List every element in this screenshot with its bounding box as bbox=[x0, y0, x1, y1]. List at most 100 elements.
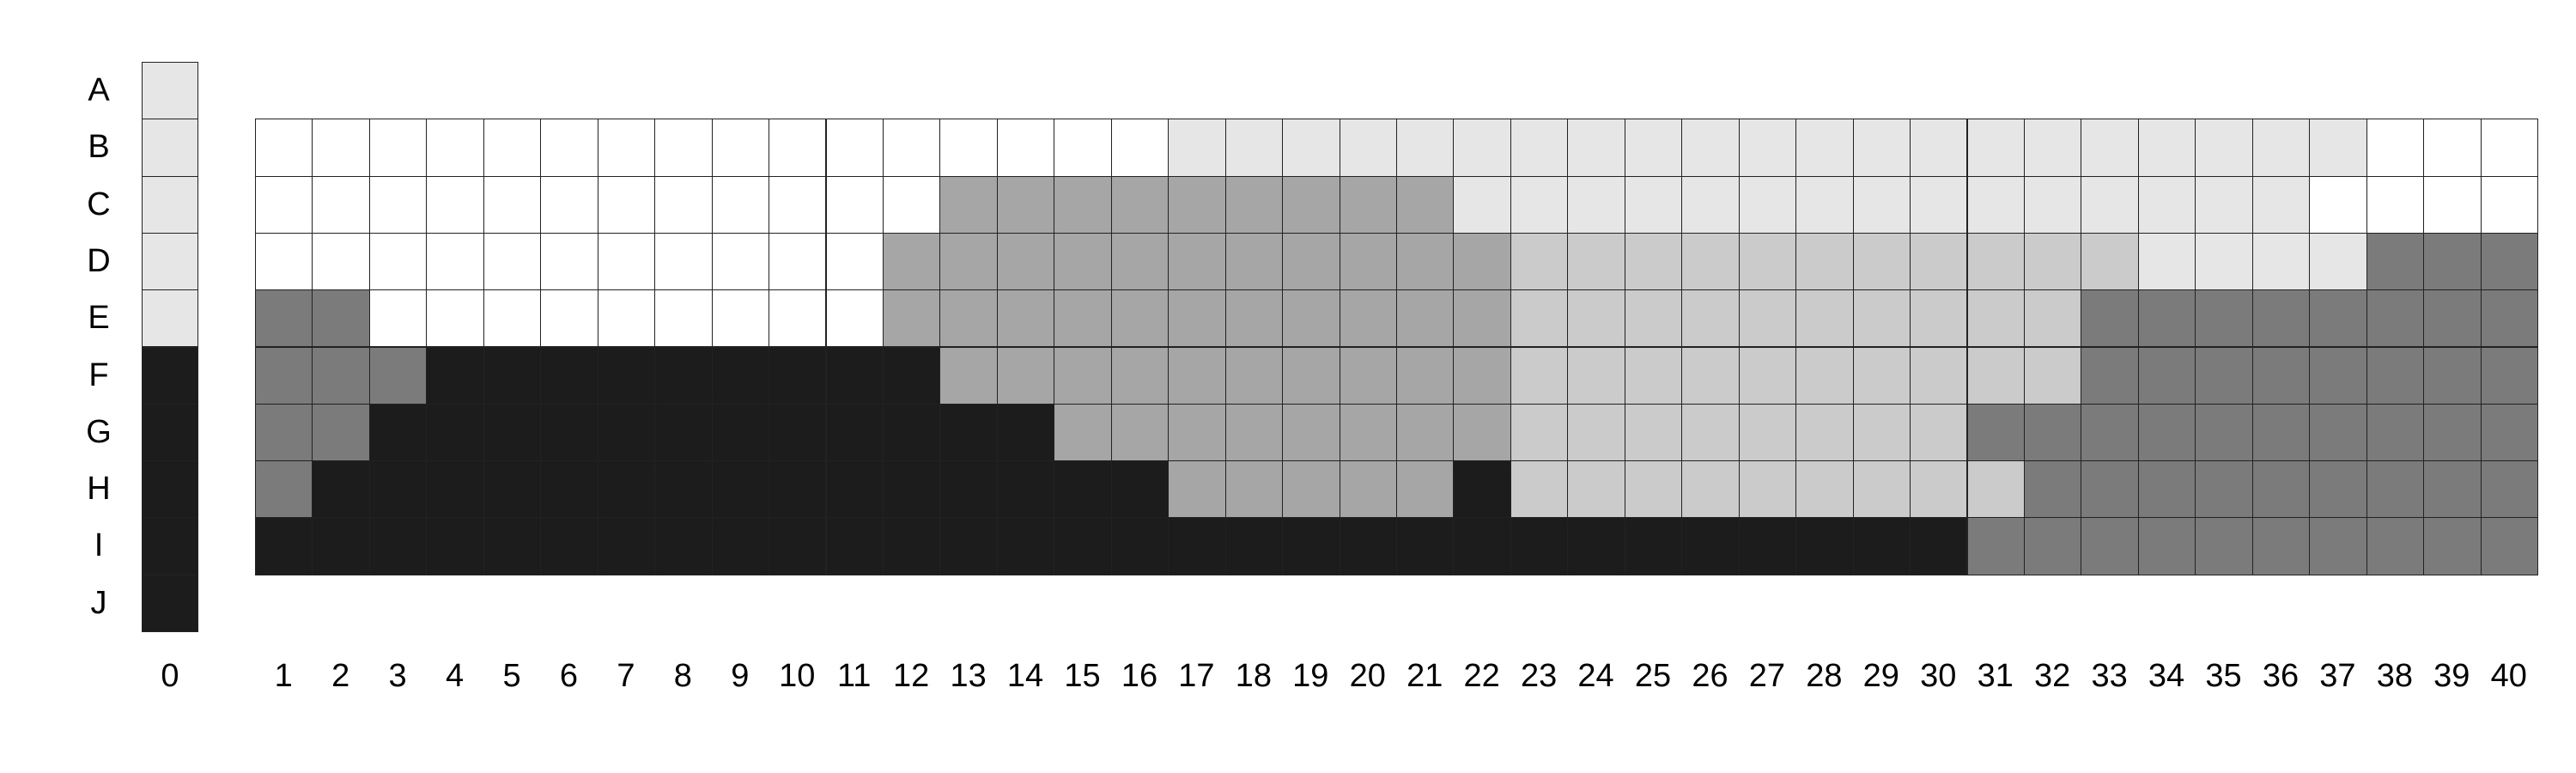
grid-cell bbox=[312, 346, 370, 405]
col-label-18: 18 bbox=[1235, 658, 1273, 694]
grid-cell bbox=[2251, 346, 2311, 405]
grid-cell bbox=[2251, 517, 2311, 575]
grid-cell bbox=[1624, 175, 1683, 234]
grid-cell bbox=[312, 460, 370, 519]
col-label-22: 22 bbox=[1463, 658, 1500, 694]
grid-cell bbox=[1795, 460, 1854, 519]
grid-cell bbox=[1567, 460, 1625, 519]
grid-cell bbox=[540, 232, 598, 291]
row-label-i: I bbox=[94, 527, 104, 564]
grid-cell bbox=[2081, 232, 2139, 291]
grid-cell bbox=[1624, 517, 1683, 575]
grid-cell bbox=[825, 175, 884, 234]
grid-cell bbox=[2309, 403, 2367, 462]
col-label-1: 1 bbox=[274, 658, 293, 694]
grid-cell bbox=[2137, 289, 2196, 348]
col-label-21: 21 bbox=[1406, 658, 1443, 694]
grid-cell bbox=[1795, 175, 1854, 234]
grid-cell bbox=[1738, 175, 1797, 234]
col-label-28: 28 bbox=[1806, 658, 1843, 694]
grid-cell bbox=[1795, 517, 1854, 575]
grid-cell bbox=[825, 460, 884, 519]
ref-cell-f bbox=[142, 346, 198, 405]
grid-cell bbox=[1852, 346, 1911, 405]
grid-cell bbox=[368, 460, 428, 519]
grid-cell bbox=[483, 175, 542, 234]
grid-cell bbox=[1738, 232, 1797, 291]
grid-cell bbox=[2081, 175, 2139, 234]
ref-cell-j bbox=[142, 574, 198, 632]
grid-cell bbox=[1224, 119, 1284, 177]
grid-cell bbox=[1339, 289, 1397, 348]
grid-cell bbox=[711, 346, 770, 405]
grid-cell bbox=[255, 232, 313, 291]
grid-cell bbox=[1110, 232, 1170, 291]
grid-cell bbox=[483, 403, 542, 462]
ref-cell-h bbox=[142, 460, 198, 519]
grid-cell bbox=[996, 460, 1055, 519]
grid-cell bbox=[1738, 346, 1797, 405]
grid-cell bbox=[312, 175, 370, 234]
grid-cell bbox=[939, 289, 998, 348]
grid-cell bbox=[2251, 232, 2311, 291]
grid-cell bbox=[2480, 346, 2538, 405]
grid-cell bbox=[2137, 460, 2196, 519]
grid-cell bbox=[2366, 175, 2425, 234]
grid-cell bbox=[368, 232, 428, 291]
grid-cell bbox=[1168, 517, 1226, 575]
grid-cell bbox=[1224, 289, 1284, 348]
grid-cell bbox=[2137, 517, 2196, 575]
grid-cell bbox=[426, 289, 484, 348]
grid-cell bbox=[1624, 460, 1683, 519]
grid-cell bbox=[2423, 289, 2482, 348]
grid-cell bbox=[769, 403, 827, 462]
grid-cell bbox=[1966, 119, 2025, 177]
grid-cell bbox=[2023, 346, 2082, 405]
grid-cell bbox=[1510, 403, 1569, 462]
ref-cell-a bbox=[142, 62, 198, 120]
grid-cell bbox=[2023, 460, 2082, 519]
grid-cell bbox=[1795, 346, 1854, 405]
grid-cell bbox=[1567, 517, 1625, 575]
grid-cell bbox=[882, 403, 941, 462]
grid-cell bbox=[312, 517, 370, 575]
grid-cell bbox=[1453, 517, 1511, 575]
row-label-e: E bbox=[88, 300, 110, 337]
row-label-g: G bbox=[86, 413, 112, 450]
grid-cell bbox=[1396, 289, 1455, 348]
grid-cell bbox=[1453, 403, 1511, 462]
grid-cell bbox=[654, 289, 713, 348]
col-label-2: 2 bbox=[331, 658, 350, 694]
grid-cell bbox=[2251, 403, 2311, 462]
grid-cell bbox=[426, 517, 484, 575]
grid-cell bbox=[2366, 346, 2425, 405]
grid-cell bbox=[1852, 175, 1911, 234]
col-label-6: 6 bbox=[559, 658, 579, 694]
grid-cell bbox=[1054, 175, 1112, 234]
grid-cell bbox=[1910, 119, 1968, 177]
grid-cell bbox=[1054, 289, 1112, 348]
grid-cell bbox=[2195, 403, 2253, 462]
grid-cell bbox=[882, 232, 941, 291]
grid-cell bbox=[483, 517, 542, 575]
grid-cell bbox=[939, 232, 998, 291]
grid-cell bbox=[2023, 517, 2082, 575]
grid-cell bbox=[1110, 517, 1170, 575]
grid-cell bbox=[1339, 119, 1397, 177]
col-label-38: 38 bbox=[2376, 658, 2414, 694]
col-label-14: 14 bbox=[1006, 658, 1044, 694]
grid-cell bbox=[1453, 119, 1511, 177]
grid-cell bbox=[711, 460, 770, 519]
grid-cell bbox=[1168, 346, 1226, 405]
grid-cell bbox=[882, 346, 941, 405]
grid-cell bbox=[2366, 517, 2425, 575]
grid-cell bbox=[769, 517, 827, 575]
col-label-12: 12 bbox=[893, 658, 930, 694]
grid-cell bbox=[1168, 403, 1226, 462]
grid-cell bbox=[2480, 232, 2538, 291]
col-label-32: 32 bbox=[2034, 658, 2071, 694]
grid-cell bbox=[2195, 119, 2253, 177]
grid-cell bbox=[540, 403, 598, 462]
ref-cell-i bbox=[142, 517, 198, 575]
grid-cell bbox=[1396, 460, 1455, 519]
